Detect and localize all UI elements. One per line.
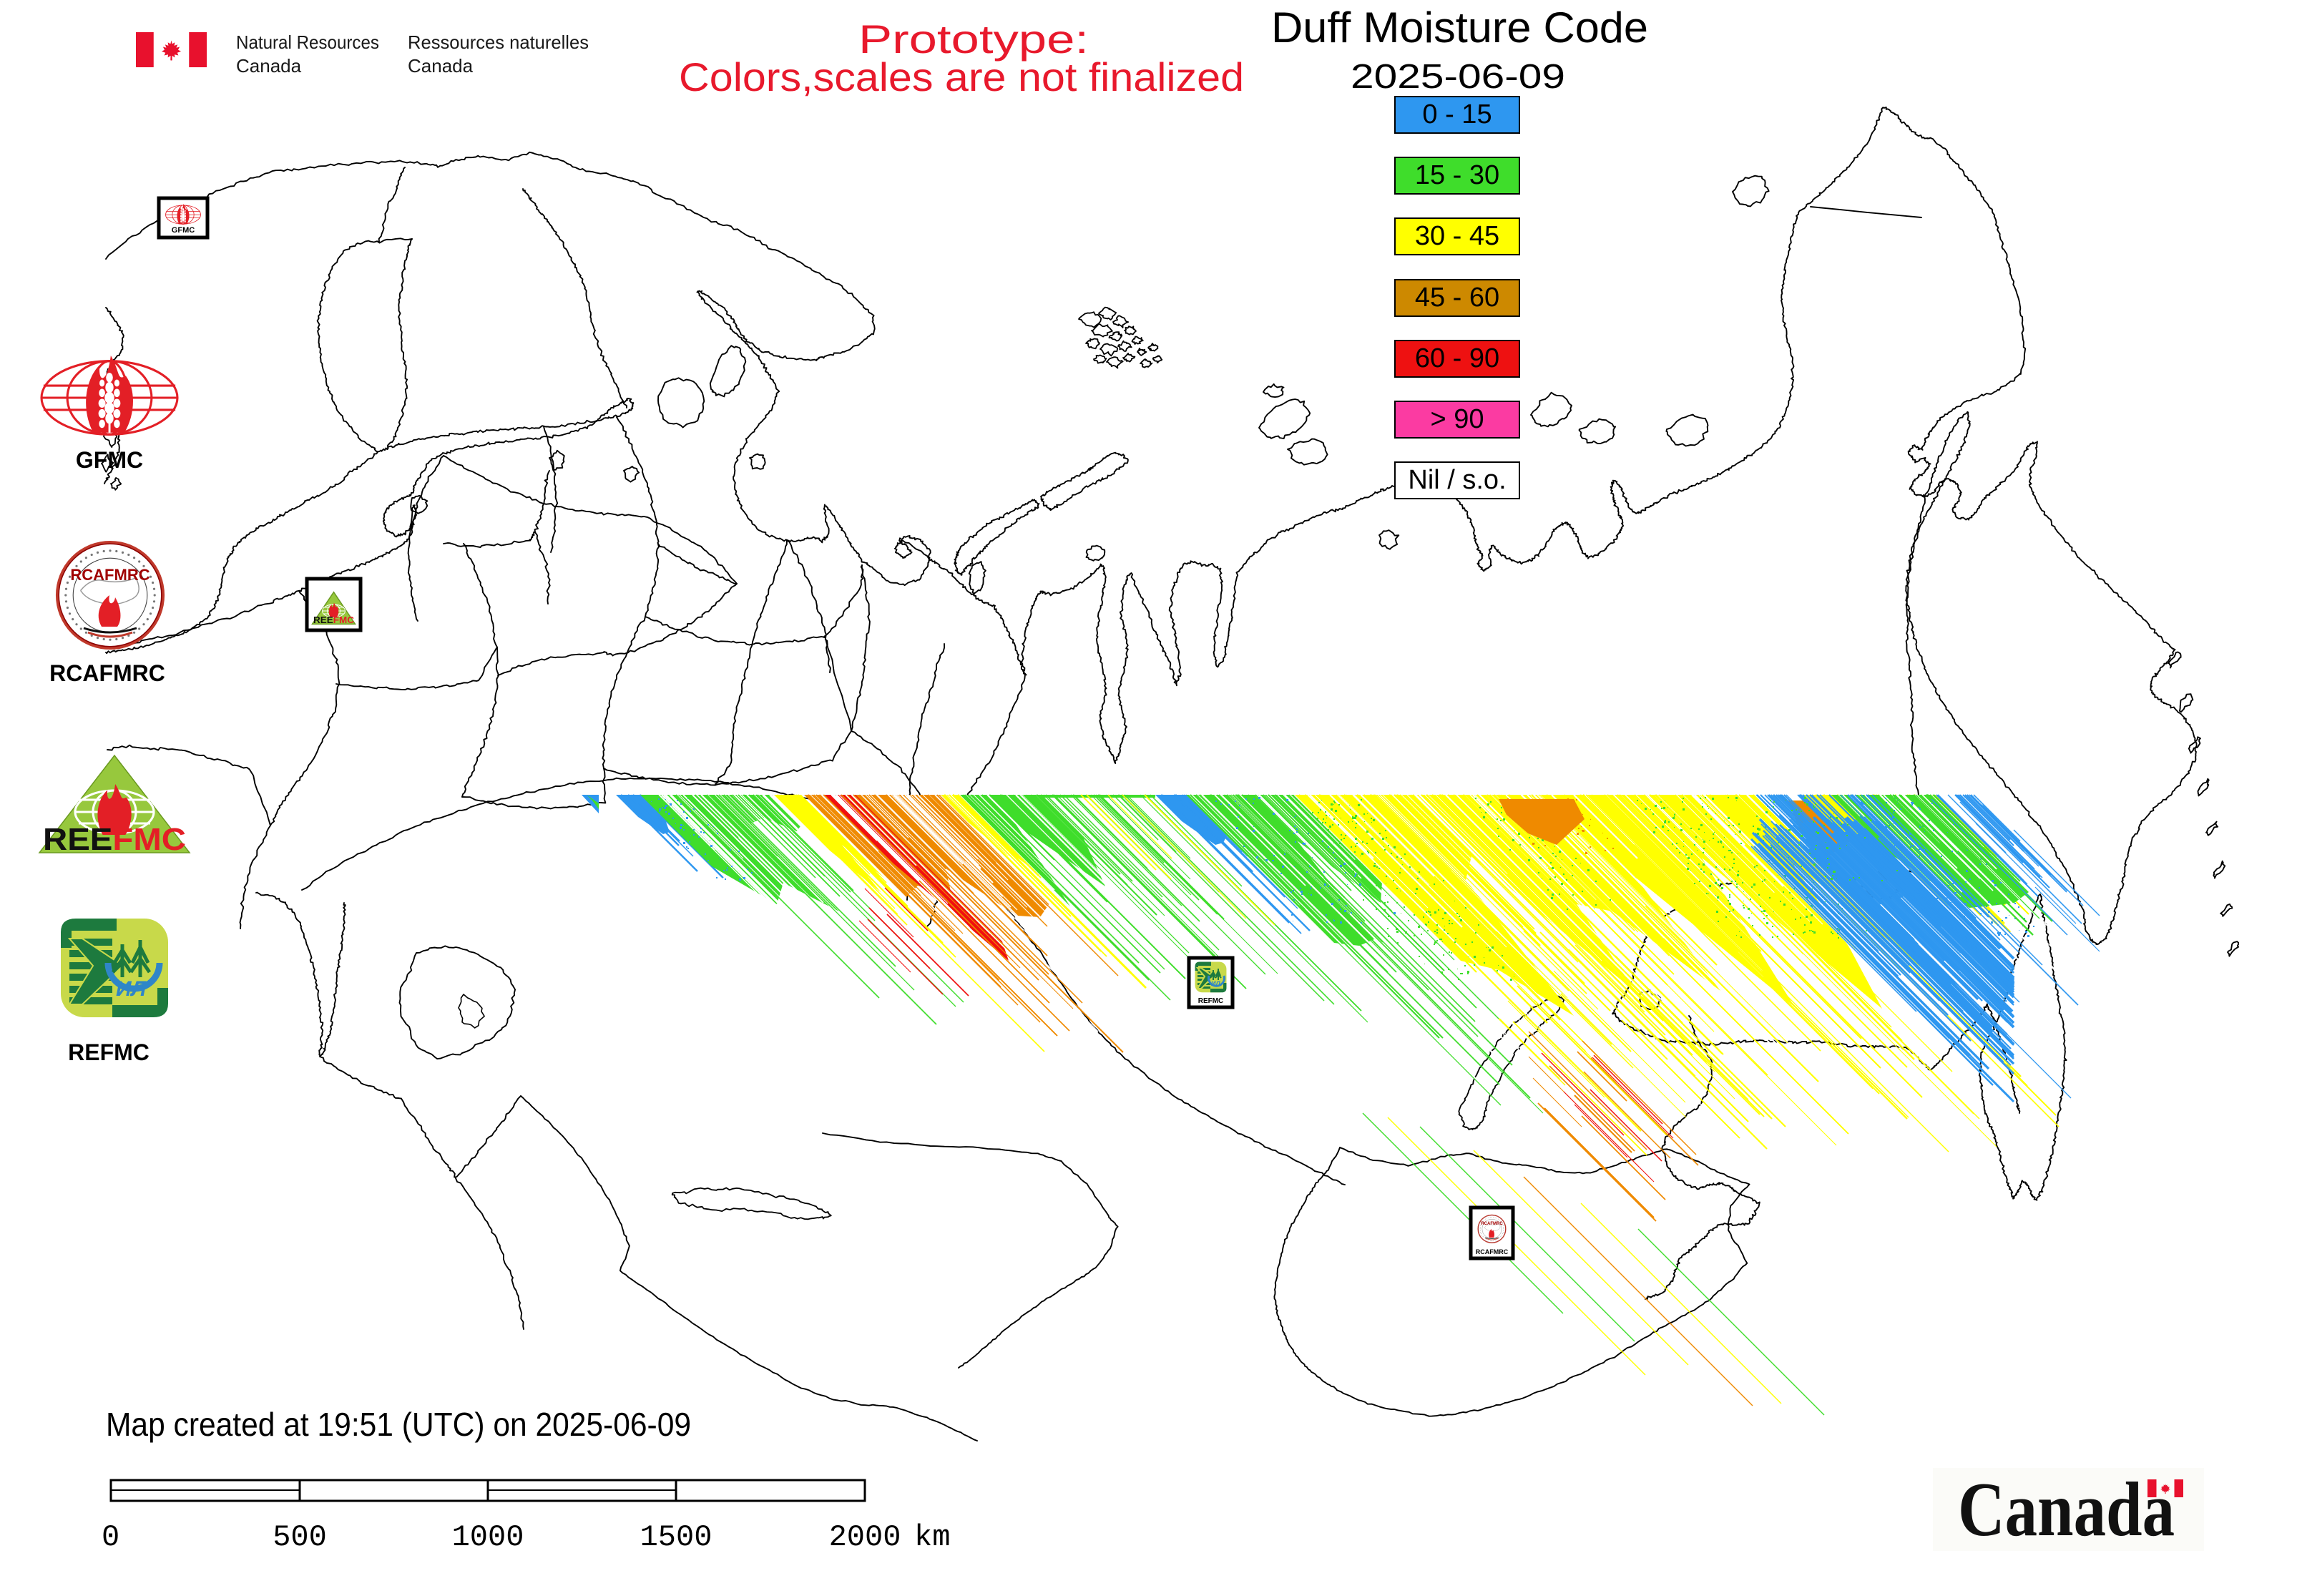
svg-text:30 - 45: 30 - 45 xyxy=(1415,221,1499,251)
svg-text:Natural Resources: Natural Resources xyxy=(236,31,379,53)
svg-text:RCAFMRC: RCAFMRC xyxy=(49,660,165,686)
svg-text:Colors,scales are not finalize: Colors,scales are not finalized xyxy=(679,54,1244,99)
svg-text:60 - 90: 60 - 90 xyxy=(1415,343,1499,373)
svg-text:15 - 30: 15 - 30 xyxy=(1415,160,1499,190)
svg-text:ИЛ: ИЛ xyxy=(116,977,147,1001)
svg-text:RCAFMRC: RCAFMRC xyxy=(1476,1248,1509,1255)
svg-text:Duff Moisture Code: Duff Moisture Code xyxy=(1271,4,1648,52)
svg-text:500: 500 xyxy=(273,1520,327,1555)
svg-text:REFMC: REFMC xyxy=(68,1039,150,1065)
svg-text:Canada: Canada xyxy=(1958,1467,2175,1552)
svg-text:ИЛ: ИЛ xyxy=(1211,980,1220,987)
svg-text:GFMC: GFMC xyxy=(172,226,195,235)
svg-text:REEFMC: REEFMC xyxy=(43,822,186,857)
svg-text:2000: 2000 xyxy=(829,1520,901,1555)
svg-text:Canada: Canada xyxy=(408,55,474,77)
svg-text:RCAFMRC: RCAFMRC xyxy=(1481,1222,1503,1226)
svg-text:0: 0 xyxy=(102,1520,119,1555)
svg-text:45 - 60: 45 - 60 xyxy=(1415,283,1499,313)
svg-text:GFMC: GFMC xyxy=(76,447,143,473)
svg-text:Prototype:: Prototype: xyxy=(858,16,1089,62)
svg-text:km: km xyxy=(914,1520,950,1555)
svg-text:0 - 15: 0 - 15 xyxy=(1422,99,1492,129)
svg-text:Nil / s.o.: Nil / s.o. xyxy=(1408,465,1506,495)
svg-text:2025-06-09: 2025-06-09 xyxy=(1351,58,1565,96)
svg-text:REFMC: REFMC xyxy=(1198,997,1224,1005)
svg-text:Canada: Canada xyxy=(236,55,302,77)
svg-text:RCAFMRC: RCAFMRC xyxy=(70,566,150,584)
svg-text:REEFMC: REEFMC xyxy=(313,615,355,625)
svg-text:Map created at 19:51 (UTC) on: Map created at 19:51 (UTC) on 2025-06-09 xyxy=(106,1406,691,1443)
svg-text:> 90: > 90 xyxy=(1430,404,1484,434)
svg-text:1000: 1000 xyxy=(452,1520,524,1555)
svg-text:Ressources naturelles: Ressources naturelles xyxy=(408,31,589,53)
svg-text:1500: 1500 xyxy=(640,1520,712,1555)
